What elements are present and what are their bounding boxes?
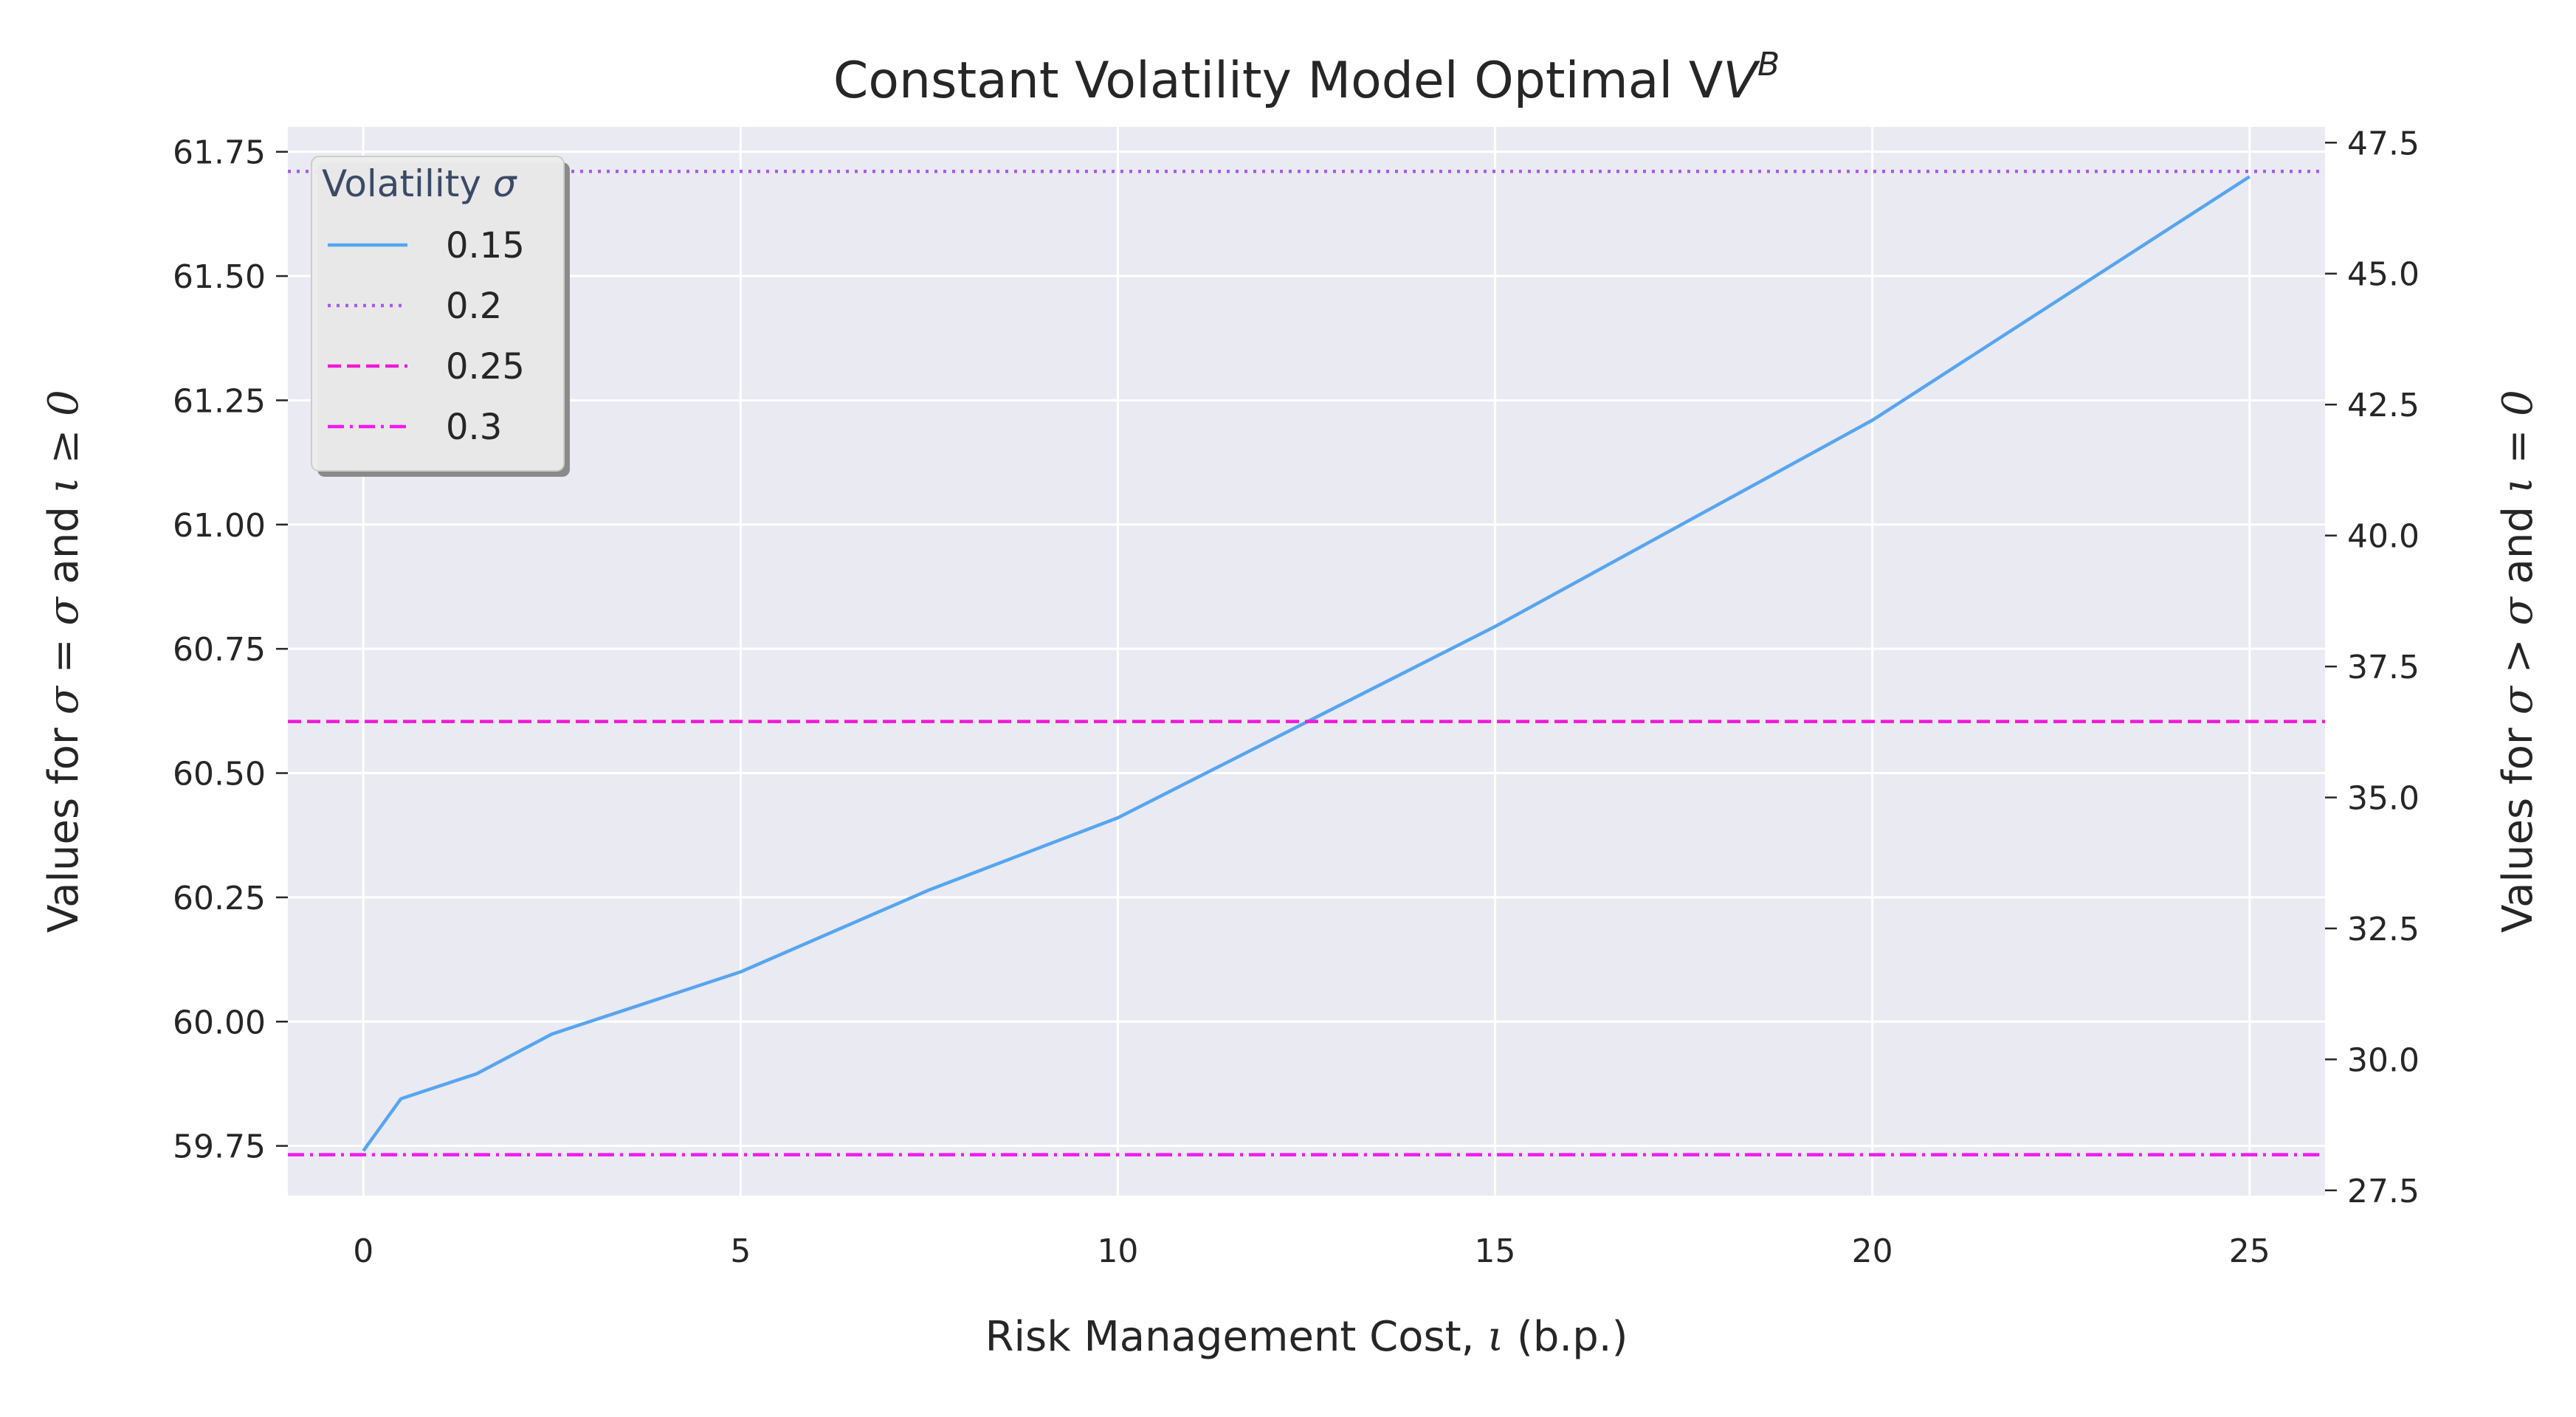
- y-left-tick-label: 61.00: [173, 507, 266, 545]
- x-tick-label: 15: [1475, 1232, 1516, 1270]
- y-right-tick-label: 30.0: [2347, 1041, 2420, 1079]
- chart-title: Constant Volatility Model Optimal VVB: [833, 46, 1780, 110]
- y-right-tick-label: 35.0: [2347, 780, 2420, 818]
- y-right-tick-label: 32.5: [2347, 911, 2420, 948]
- legend-label: 0.2: [446, 286, 502, 327]
- x-axis-ticks: 0 5 10 15 20 25: [353, 1232, 2270, 1270]
- y-right-tick-label: 42.5: [2347, 387, 2420, 424]
- y-left-tick-label: 60.75: [173, 631, 266, 669]
- y-right-tick-label: 40.0: [2347, 518, 2420, 556]
- x-tick-label: 0: [353, 1232, 373, 1270]
- legend-label: 0.15: [446, 225, 525, 266]
- y-right-tick-label: 45.0: [2347, 256, 2420, 294]
- y-axis-right-ticks: 27.5 30.0 32.5 35.0 37.5 40.0 42.5 45.0 47.5: [2325, 125, 2420, 1210]
- x-tick-label: 25: [2229, 1232, 2270, 1270]
- legend-title: Volatility σ: [322, 162, 517, 205]
- y-left-tick-label: 61.25: [173, 382, 266, 420]
- legend-entries: 0.15 0.2 0.25 0.3: [328, 225, 525, 448]
- y-left-tick-label: 60.00: [173, 1004, 266, 1041]
- plot-background: [288, 127, 2325, 1196]
- series-line-0.15: [362, 175, 2251, 1152]
- series-layer: [288, 170, 2325, 1156]
- y-left-tick-label: 60.50: [173, 756, 266, 793]
- legend-label: 0.3: [446, 407, 502, 448]
- y-axis-right-label: Values for σ > σ and ι = 0: [2494, 390, 2542, 933]
- y-left-tick-label: 60.25: [173, 880, 266, 917]
- y-axis-left-ticks: 59.75 60.00 60.25 60.50 60.75 61.00 61.25 61.50…: [173, 134, 288, 1166]
- legend-box: [311, 156, 565, 472]
- x-tick-label: 5: [730, 1232, 751, 1270]
- y-left-tick-label: 61.50: [173, 258, 266, 296]
- y-right-tick-label: 37.5: [2347, 649, 2420, 686]
- y-axis-left-label: Values for σ = σ and ι ≥ 0: [40, 390, 88, 933]
- y-left-tick-label: 61.75: [173, 134, 266, 172]
- legend-label: 0.25: [446, 346, 525, 387]
- y-right-tick-label: 27.5: [2347, 1173, 2420, 1210]
- legend: Volatility σ 0.15 0.2 0.25 0.3: [311, 156, 570, 477]
- x-tick-label: 10: [1097, 1232, 1138, 1270]
- title-italic-v: V: [1723, 52, 1760, 110]
- x-tick-label: 20: [1852, 1232, 1893, 1270]
- x-axis-label: Risk Management Cost, ι (b.p.): [985, 1313, 1628, 1361]
- y-left-tick-label: 59.75: [173, 1128, 266, 1166]
- y-right-tick-label: 47.5: [2347, 125, 2420, 162]
- grid: [288, 127, 2325, 1196]
